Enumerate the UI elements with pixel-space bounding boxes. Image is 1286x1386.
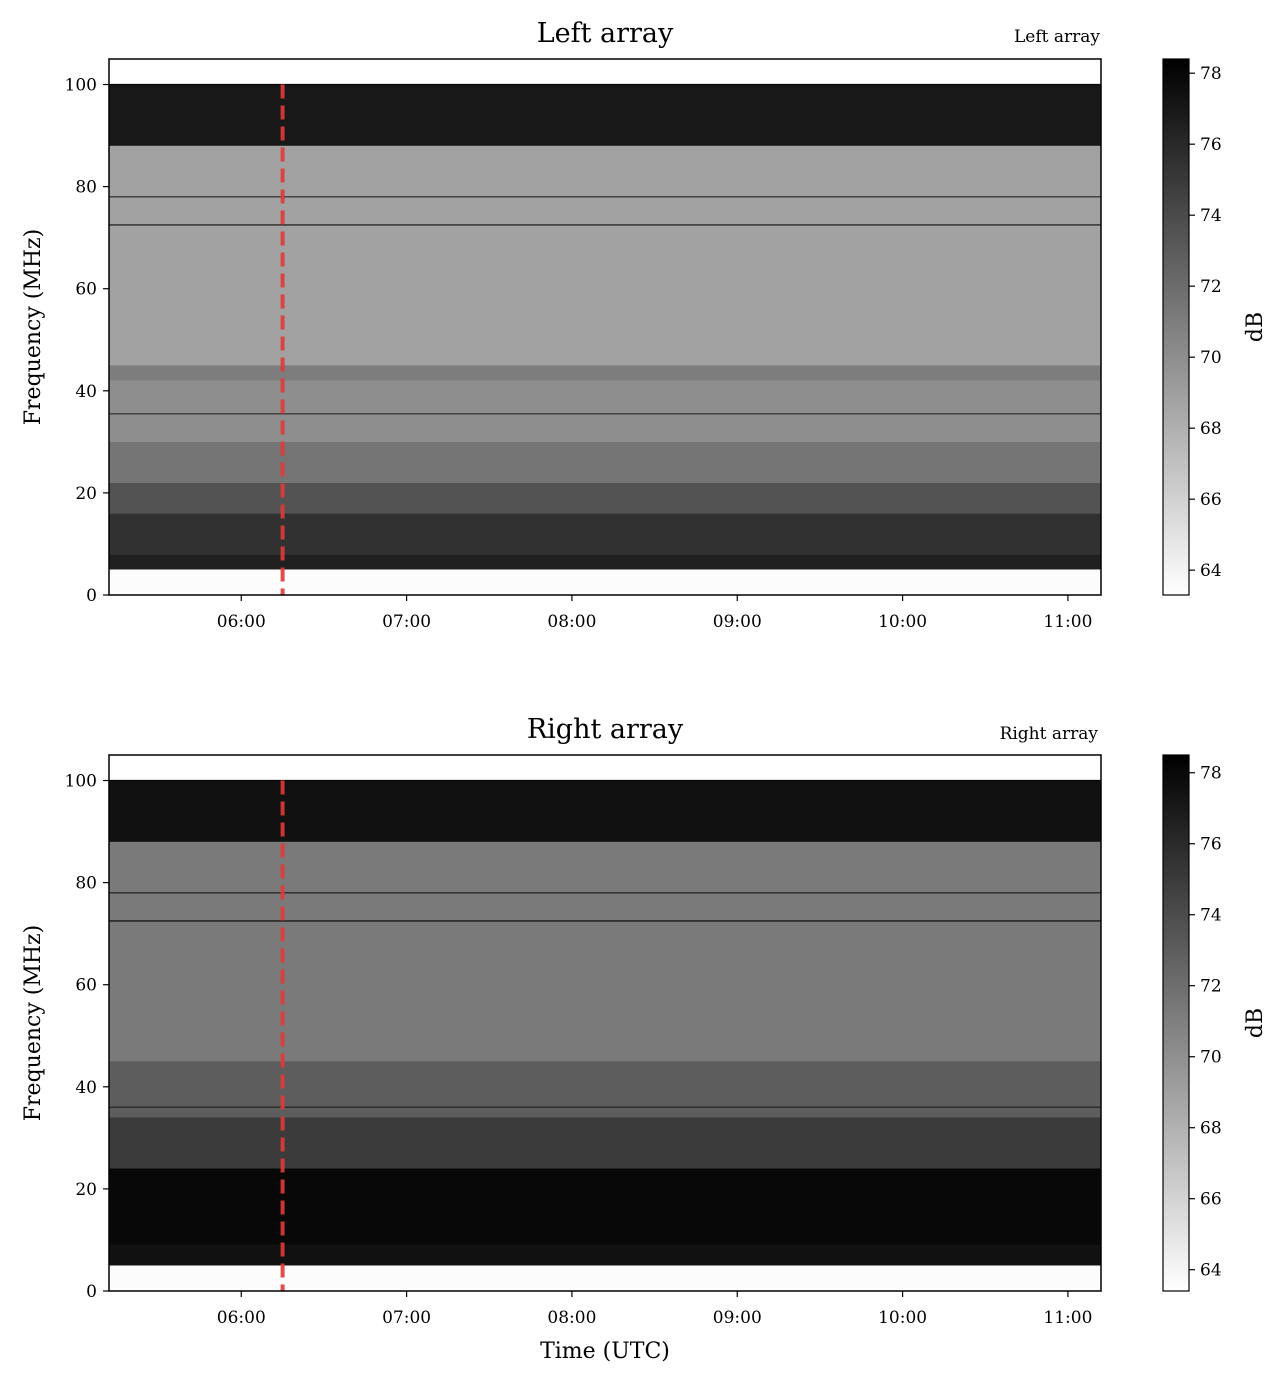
colorbar: 64 66 68 70 72 74 76 78 dB <box>1162 58 1268 596</box>
x-tick-label: 07:00 <box>382 1308 431 1328</box>
frequency-band <box>109 482 1101 514</box>
x-axis-ticks: 06:00 07:00 08:00 09:00 10:00 11:00 <box>217 595 1092 632</box>
panel-left-array: Left array Left array 06:00 07:00 08:00 09:… <box>21 18 1268 632</box>
frequency-band <box>109 380 1101 442</box>
colorbar-tick-label: 64 <box>1200 1261 1222 1281</box>
colorbar-tick-label: 78 <box>1200 764 1222 784</box>
x-tick-label: 09:00 <box>713 612 762 632</box>
frequency-band <box>109 513 1101 555</box>
panel-right-array: Right array Right array 06:00 07:00 08:00 0… <box>21 714 1268 1364</box>
x-axis-label: Time (UTC) <box>540 1339 670 1364</box>
colorbar-tick-label: 76 <box>1200 135 1222 155</box>
colorbar-tick-label: 72 <box>1200 977 1222 997</box>
colorbar-tick-label: 74 <box>1200 206 1222 226</box>
heatmap-area <box>109 755 1101 1291</box>
colorbar-tick-label: 70 <box>1200 348 1222 368</box>
colorbar-tick-label: 72 <box>1200 277 1222 297</box>
colorbar-label: dB <box>1243 1008 1268 1038</box>
frequency-band <box>109 755 1101 781</box>
x-tick-label: 08:00 <box>547 612 596 632</box>
frequency-band <box>109 780 1101 842</box>
frequency-lines <box>109 83 1101 415</box>
x-axis-ticks: 06:00 07:00 08:00 09:00 10:00 11:00 <box>217 1291 1092 1328</box>
x-tick-label: 10:00 <box>878 612 927 632</box>
y-tick-label: 20 <box>75 1180 97 1200</box>
frequency-band <box>109 1168 1101 1246</box>
frequency-band <box>109 554 1101 570</box>
y-tick-label: 80 <box>75 178 97 198</box>
y-tick-label: 0 <box>86 586 97 606</box>
plot-frame <box>108 58 1102 596</box>
frequency-lines <box>109 779 1101 1108</box>
colorbar: 64 66 68 70 72 74 76 78 dB <box>1162 754 1268 1292</box>
colorbar-tick-label: 66 <box>1200 1190 1222 1210</box>
y-axis-label: Frequency (MHz) <box>21 925 46 1121</box>
colorbar-gradient <box>1162 58 1190 596</box>
frequency-band <box>109 569 1101 595</box>
frequency-band <box>109 365 1101 381</box>
colorbar-ticks: 64 66 68 70 72 74 76 78 <box>1189 764 1222 1281</box>
colorbar-tick-label: 64 <box>1200 561 1222 581</box>
frequency-band <box>109 841 1101 1062</box>
frequency-band <box>109 1061 1101 1118</box>
y-tick-label: 0 <box>86 1282 97 1302</box>
colorbar-tick-label: 66 <box>1200 490 1222 510</box>
x-tick-label: 07:00 <box>382 612 431 632</box>
y-tick-label: 100 <box>65 76 97 96</box>
frequency-band <box>109 1245 1101 1266</box>
frequency-band <box>109 145 1101 366</box>
colorbar-tick-label: 78 <box>1200 64 1222 84</box>
x-tick-label: 11:00 <box>1043 612 1092 632</box>
y-tick-label: 60 <box>75 280 97 300</box>
colorbar-tick-label: 68 <box>1200 419 1222 439</box>
x-tick-label: 06:00 <box>217 1308 266 1328</box>
y-axis-ticks: 0 20 40 60 80 100 <box>65 772 109 1302</box>
x-tick-label: 06:00 <box>217 612 266 632</box>
frequency-bands <box>109 755 1101 1291</box>
x-tick-label: 09:00 <box>713 1308 762 1328</box>
panel-corner-label: Right array <box>1000 724 1099 744</box>
y-tick-label: 100 <box>65 772 97 792</box>
y-tick-label: 80 <box>75 874 97 894</box>
frequency-band <box>109 1117 1101 1169</box>
plot-frame <box>108 754 1102 1292</box>
y-tick-label: 60 <box>75 976 97 996</box>
x-tick-label: 11:00 <box>1043 1308 1092 1328</box>
x-tick-label: 08:00 <box>547 1308 596 1328</box>
colorbar-gradient <box>1162 754 1190 1292</box>
colorbar-label: dB <box>1243 312 1268 342</box>
frequency-band <box>109 441 1101 483</box>
y-axis-label: Frequency (MHz) <box>21 229 46 425</box>
frequency-band <box>109 84 1101 146</box>
x-tick-label: 10:00 <box>878 1308 927 1328</box>
panel-corner-label: Left array <box>1014 27 1100 47</box>
y-tick-label: 40 <box>75 382 97 402</box>
frequency-band <box>109 1265 1101 1291</box>
y-tick-label: 20 <box>75 484 97 504</box>
y-tick-label: 40 <box>75 1078 97 1098</box>
panel-title: Right array <box>527 714 684 745</box>
frequency-band <box>109 59 1101 85</box>
panel-title: Left array <box>537 18 674 49</box>
y-axis-ticks: 0 20 40 60 80 100 <box>65 76 109 606</box>
colorbar-tick-label: 68 <box>1200 1119 1222 1139</box>
colorbar-tick-label: 76 <box>1200 835 1222 855</box>
frequency-bands <box>109 59 1101 595</box>
heatmap-area <box>109 59 1101 595</box>
colorbar-ticks: 64 66 68 70 72 74 76 78 <box>1189 64 1222 581</box>
colorbar-tick-label: 70 <box>1200 1048 1222 1068</box>
colorbar-tick-label: 74 <box>1200 906 1222 926</box>
